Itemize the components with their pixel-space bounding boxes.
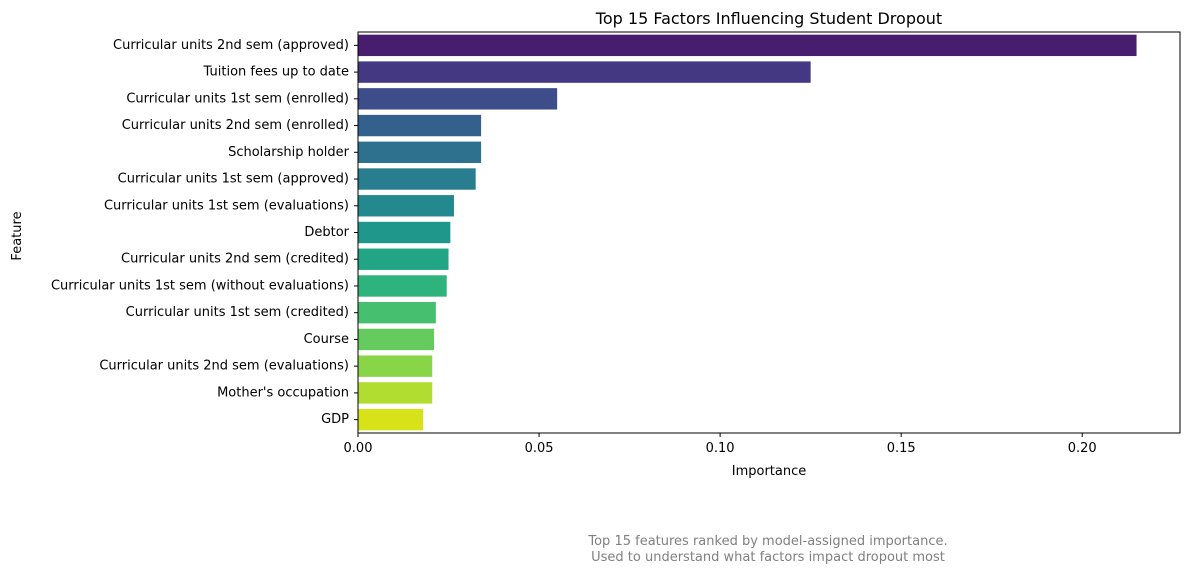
bar-6	[358, 195, 454, 217]
y-tick-label: Curricular units 1st sem (evaluations)	[104, 198, 349, 213]
y-tick-label: Scholarship holder	[228, 145, 350, 160]
y-axis-label: Feature	[10, 211, 25, 260]
y-tick-label: GDP	[321, 412, 349, 427]
caption-line-1: Top 15 features ranked by model-assigned…	[588, 534, 948, 549]
bar-14	[358, 408, 424, 431]
x-tick-label: 0.00	[344, 441, 373, 456]
bar-12	[358, 355, 433, 377]
y-tick-labels: Curricular units 2nd sem (approved) Tuiti…	[51, 38, 358, 427]
bar-13	[358, 382, 433, 404]
bar-2	[358, 88, 558, 110]
chart-title: Top 15 Factors Influencing Student Dropo…	[595, 9, 942, 28]
x-tick-label: 0.15	[887, 441, 916, 456]
y-tick-label: Tuition fees up to date	[203, 65, 349, 80]
bar-7	[358, 221, 451, 244]
bar-0	[358, 34, 1137, 57]
y-tick-label: Mother's occupation	[217, 385, 349, 400]
bar-10	[358, 302, 436, 324]
y-tick-label: Curricular units 2nd sem (approved)	[113, 38, 349, 53]
y-tick-label: Curricular units 1st sem (credited)	[126, 305, 349, 320]
x-axis-label: Importance	[732, 464, 807, 479]
y-tick-label: Curricular units 1st sem (enrolled)	[126, 91, 349, 106]
bars-group	[358, 34, 1137, 431]
bar-11	[358, 328, 435, 351]
x-ticks: 0.00 0.05 0.10 0.15 0.20	[344, 433, 1097, 456]
bar-9	[358, 275, 447, 297]
bar-5	[358, 168, 476, 190]
y-tick-label: Curricular units 2nd sem (evaluations)	[99, 359, 349, 374]
bar-3	[358, 114, 482, 137]
bar-8	[358, 248, 449, 270]
caption-line-2: Used to understand what factors impact d…	[591, 550, 945, 565]
y-tick-label: Curricular units 1st sem (approved)	[118, 172, 349, 187]
bar-1	[358, 61, 811, 83]
feature-importance-chart: Curricular units 2nd sem (approved) Tuiti…	[10, 9, 1181, 479]
x-tick-label: 0.05	[525, 441, 554, 456]
plot-frame	[357, 31, 1181, 434]
x-tick-label: 0.20	[1068, 441, 1097, 456]
y-tick-label: Debtor	[304, 225, 349, 240]
y-tick-label: Curricular units 1st sem (without evalua…	[51, 278, 349, 293]
bar-4	[358, 141, 482, 163]
y-tick-label: Curricular units 2nd sem (credited)	[121, 252, 349, 267]
x-tick-label: 0.10	[706, 441, 735, 456]
y-tick-label: Curricular units 2nd sem (enrolled)	[122, 118, 349, 133]
y-tick-label: Course	[304, 332, 349, 347]
